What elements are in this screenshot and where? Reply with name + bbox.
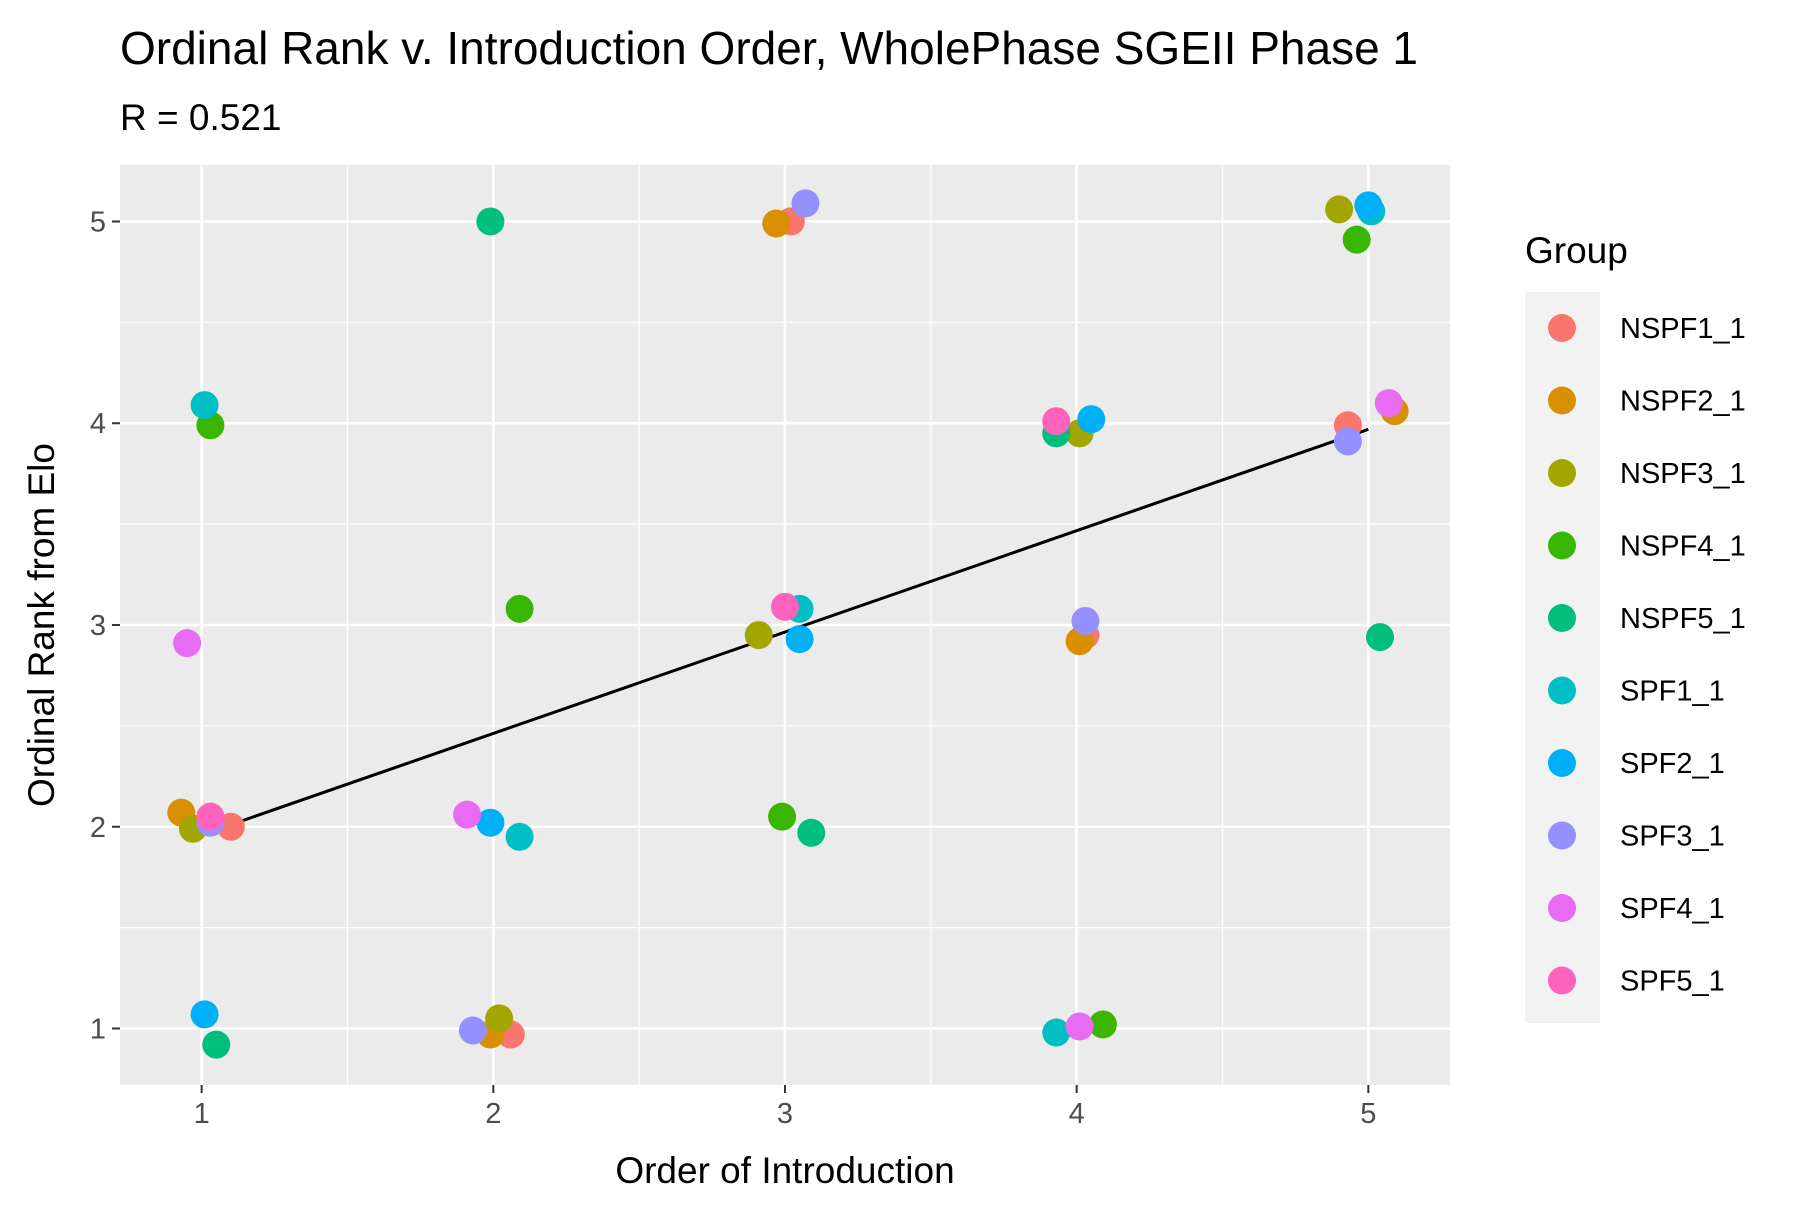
- x-axis-title: Order of Introduction: [615, 1150, 954, 1191]
- trend-line: [201, 427, 1369, 837]
- chart-title: Ordinal Rank v. Introduction Order, Whol…: [120, 22, 1418, 74]
- data-point-nspf3_1: [744, 621, 773, 650]
- legend-label: SPF3_1: [1620, 821, 1725, 853]
- legend-key-nspf1_1: [1548, 314, 1576, 342]
- x-tick-label: 1: [194, 1098, 210, 1130]
- x-tick-label: 3: [777, 1098, 793, 1130]
- legend-label: NSPF4_1: [1620, 531, 1746, 563]
- data-point-spf4_1: [1374, 389, 1403, 418]
- y-tick-label: 5: [90, 206, 106, 238]
- data-point-spf2_1: [190, 1000, 219, 1029]
- legend-key-spf2_1: [1548, 749, 1576, 777]
- legend-label: SPF2_1: [1620, 748, 1725, 780]
- data-point-spf1_1: [505, 822, 534, 851]
- data-point-spf5_1: [1042, 407, 1071, 436]
- legend-key-nspf4_1: [1548, 531, 1576, 560]
- legend-key-spf1_1: [1548, 676, 1576, 705]
- data-point-nspf5_1: [202, 1030, 231, 1059]
- data-point-nspf4_1: [1342, 225, 1371, 254]
- data-point-nspf3_1: [485, 1004, 514, 1033]
- data-point-spf4_1: [173, 629, 202, 658]
- data-point-nspf4_1: [1088, 1010, 1117, 1039]
- data-point-spf4_1: [1065, 1012, 1094, 1041]
- legend: Group NSPF1_1 NSPF2_1 NSPF3_1 NSPF4_1 NSPF5_…: [1525, 230, 1746, 1023]
- data-point-spf3_1: [1333, 427, 1362, 456]
- legend-label: SPF5_1: [1620, 966, 1725, 998]
- legend-key-spf4_1: [1548, 894, 1576, 922]
- data-point-nspf3_1: [1325, 195, 1354, 224]
- legend-key-nspf5_1: [1548, 604, 1576, 632]
- legend-key-spf5_1: [1548, 966, 1576, 995]
- data-point-spf3_1: [1071, 606, 1100, 635]
- legend-label: NSPF5_1: [1620, 603, 1746, 635]
- data-point-spf5_1: [196, 802, 225, 831]
- legend-label: SPF1_1: [1620, 676, 1725, 708]
- data-point-nspf4_1: [768, 802, 797, 831]
- data-point-spf1_1: [190, 391, 219, 420]
- data-point-spf1_1: [1042, 1018, 1071, 1047]
- legend-key-nspf3_1: [1548, 459, 1576, 487]
- data-point-spf5_1: [771, 592, 799, 621]
- legend-key-spf3_1: [1548, 821, 1576, 850]
- legend-label: NSPF1_1: [1620, 313, 1746, 345]
- data-point-spf2_1: [785, 625, 814, 654]
- data-point-spf2_1: [1354, 191, 1383, 220]
- y-tick-label: 4: [90, 408, 106, 440]
- legend-label: NSPF2_1: [1620, 386, 1746, 418]
- x-tick-label: 5: [1360, 1098, 1376, 1130]
- legend-label: SPF4_1: [1620, 893, 1725, 925]
- x-tick-label: 2: [485, 1098, 501, 1130]
- data-point-nspf5_1: [476, 207, 505, 236]
- y-axis-title: Ordinal Rank from Elo: [21, 443, 62, 807]
- data-point-spf4_1: [453, 800, 482, 829]
- legend-label: NSPF3_1: [1620, 458, 1746, 490]
- data-point-spf2_1: [476, 808, 505, 837]
- data-points: [167, 189, 1409, 1059]
- legend-title: Group: [1525, 230, 1628, 271]
- legend-key-nspf2_1: [1548, 386, 1576, 415]
- data-point-spf3_1: [458, 1016, 487, 1045]
- data-point-spf2_1: [1077, 405, 1106, 434]
- chart-subtitle: R = 0.521: [120, 97, 281, 138]
- x-tick-label: 4: [1069, 1098, 1085, 1130]
- data-point-nspf4_1: [505, 594, 534, 623]
- y-tick-label: 1: [90, 1014, 106, 1046]
- data-point-nspf5_1: [797, 818, 826, 847]
- data-point-spf3_1: [791, 189, 820, 218]
- axis-ticks: 1 2 3 4 5 1 2 3 4 5: [90, 206, 1377, 1130]
- data-point-nspf5_1: [1366, 623, 1394, 652]
- y-tick-label: 3: [90, 610, 106, 642]
- y-tick-label: 2: [90, 812, 106, 844]
- data-point-nspf2_1: [762, 209, 791, 238]
